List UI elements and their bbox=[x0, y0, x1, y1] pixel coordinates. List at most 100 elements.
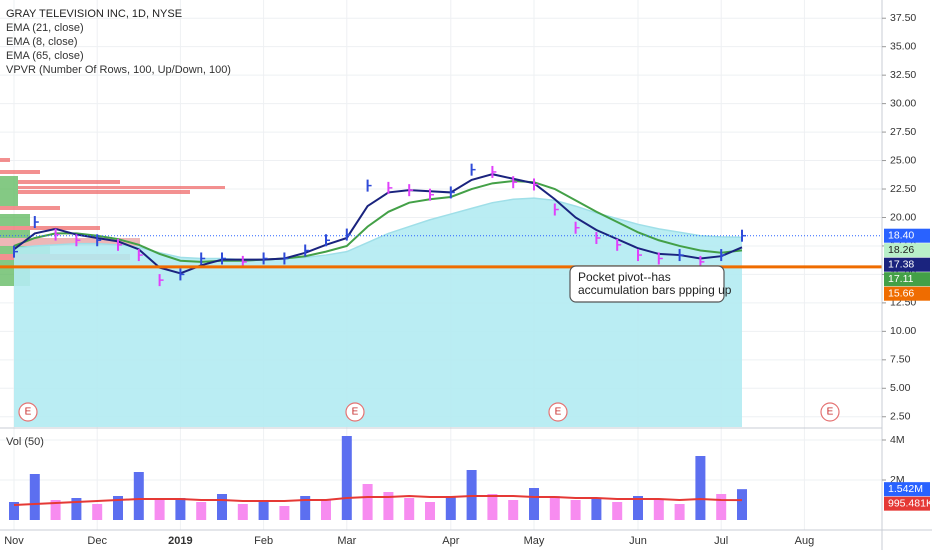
price-label-bg bbox=[884, 243, 930, 258]
volume-bar bbox=[716, 494, 727, 520]
y-tick-label: 37.50 bbox=[890, 12, 916, 24]
volume-bar bbox=[653, 500, 664, 520]
y-tick-label: 30.00 bbox=[890, 97, 916, 109]
volume-bar bbox=[279, 506, 290, 520]
profile-row bbox=[0, 158, 10, 162]
y-tick-label: 5.00 bbox=[890, 382, 911, 394]
y-tick-label: 10.00 bbox=[890, 325, 916, 337]
volume-bar bbox=[341, 436, 352, 520]
y-tick-label: 7.50 bbox=[890, 354, 911, 366]
event-label: E bbox=[827, 407, 834, 418]
y-tick-label: 22.50 bbox=[890, 183, 916, 195]
volume-bar bbox=[508, 500, 519, 520]
volume-bar bbox=[217, 494, 227, 520]
volume-bar bbox=[383, 492, 394, 520]
volume-bar bbox=[29, 474, 40, 520]
ema-area bbox=[14, 198, 742, 427]
price-label: 15.66 bbox=[888, 287, 914, 299]
volume-bar bbox=[300, 496, 311, 520]
x-tick-label: Nov bbox=[4, 535, 24, 547]
volume-bar bbox=[321, 500, 331, 520]
ema-line bbox=[13, 494, 743, 506]
y-tick-label: 2.50 bbox=[890, 411, 911, 423]
profile-row bbox=[0, 170, 40, 174]
volume-bar bbox=[258, 500, 269, 520]
event-label: E bbox=[352, 407, 359, 418]
volume-bar bbox=[175, 498, 186, 520]
annotation-text: Pocket pivot--has bbox=[578, 270, 671, 284]
price-label-bg bbox=[884, 286, 930, 301]
x-tick-label: Apr bbox=[442, 535, 459, 547]
volume-bar bbox=[612, 502, 623, 520]
event-marker bbox=[820, 402, 840, 422]
annotation-box bbox=[569, 265, 725, 303]
price-label-bg bbox=[884, 228, 930, 243]
y-tick-label: 27.50 bbox=[890, 126, 916, 138]
x-tick-label: Jun bbox=[629, 535, 647, 547]
volume-bar bbox=[549, 496, 560, 520]
volume-bar bbox=[445, 496, 456, 520]
volume-bar bbox=[196, 502, 207, 520]
profile-row bbox=[0, 186, 225, 189]
volume-title: Vol (50) bbox=[6, 436, 44, 448]
volume-bar bbox=[92, 504, 103, 520]
ema-line bbox=[13, 197, 743, 261]
volume-bar bbox=[113, 496, 123, 520]
event-label: E bbox=[25, 407, 32, 418]
profile-row bbox=[0, 180, 120, 184]
y-tick-label: 32.50 bbox=[890, 69, 916, 81]
x-tick-label: 2019 bbox=[168, 535, 192, 547]
volume-bar bbox=[695, 456, 706, 520]
volume-bar bbox=[425, 502, 435, 520]
price-label-bg bbox=[884, 482, 930, 497]
x-tick-label: Jul bbox=[714, 535, 728, 547]
event-label: E bbox=[555, 407, 562, 418]
volume-bar bbox=[633, 496, 643, 520]
legend-entry: EMA (21, close) bbox=[6, 22, 84, 34]
ema-line bbox=[13, 180, 743, 263]
volume-bar bbox=[50, 500, 61, 520]
volume-bar bbox=[529, 488, 539, 520]
profile-row bbox=[0, 226, 100, 230]
profile-row bbox=[0, 238, 140, 246]
price-label: 1.542M bbox=[888, 483, 923, 495]
price-label-bg bbox=[884, 496, 930, 511]
volume-bar bbox=[674, 504, 685, 520]
legend-entry: EMA (65, close) bbox=[6, 50, 84, 62]
annotation-text: accumulation bars ppping up bbox=[578, 283, 732, 297]
volume-bar bbox=[404, 498, 415, 520]
price-label: 18.40 bbox=[888, 229, 914, 241]
event-marker bbox=[18, 402, 38, 422]
volume-bar bbox=[362, 484, 373, 520]
volume-bar bbox=[237, 504, 248, 520]
price-label: 17.38 bbox=[888, 258, 914, 270]
event-marker bbox=[345, 402, 365, 422]
x-tick-label: Feb bbox=[254, 535, 273, 547]
ema-line bbox=[13, 173, 743, 275]
volume-bar bbox=[487, 494, 498, 520]
volume-bar bbox=[154, 500, 165, 520]
legend-entry: EMA (8, close) bbox=[6, 36, 78, 48]
x-tick-label: May bbox=[524, 535, 545, 547]
price-label: 995.481K bbox=[888, 497, 932, 509]
y-tick-label: 35.00 bbox=[890, 40, 916, 52]
volume-bar bbox=[591, 498, 602, 520]
volume-bar bbox=[570, 500, 581, 520]
profile-row bbox=[0, 206, 60, 210]
y-tick-label: 20.00 bbox=[890, 211, 916, 223]
y-tick-label: 25.00 bbox=[890, 154, 916, 166]
volume-bar bbox=[737, 489, 747, 520]
profile-row bbox=[0, 190, 190, 194]
profile-row bbox=[0, 176, 18, 206]
event-marker bbox=[548, 402, 568, 422]
legend-entry: VPVR (Number Of Rows, 100, Up/Down, 100) bbox=[6, 64, 231, 76]
x-tick-label: Aug bbox=[795, 535, 815, 547]
volume-bar bbox=[71, 498, 82, 520]
price-label-bg bbox=[884, 272, 930, 287]
volume-bar bbox=[9, 502, 19, 520]
price-label: 17.11 bbox=[888, 273, 914, 285]
x-tick-label: Mar bbox=[337, 535, 356, 547]
volume-bar bbox=[133, 472, 144, 520]
